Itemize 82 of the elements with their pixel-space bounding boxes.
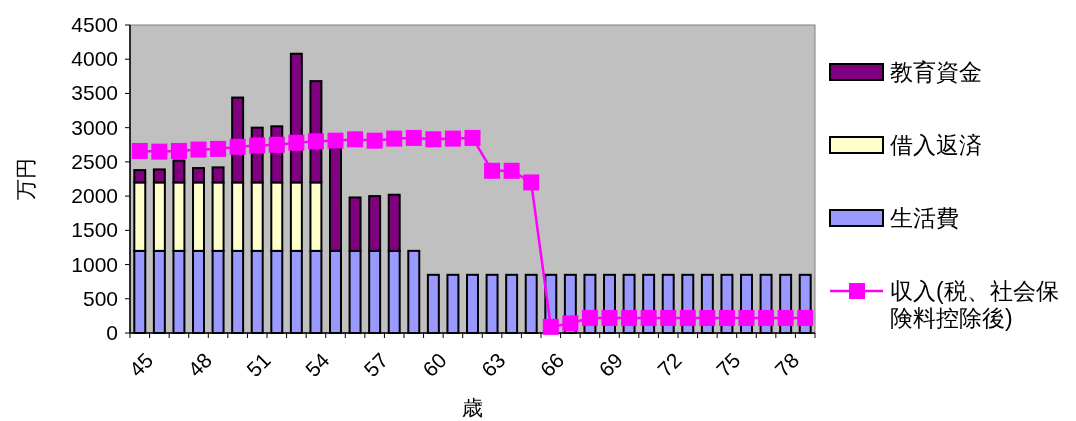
x-tick-label: 63 [476,348,510,382]
legend-label: 教育資金 [890,59,982,85]
point [699,309,716,326]
x-tick-label: 48 [183,348,217,382]
point [210,140,227,157]
point [405,129,422,146]
point [229,138,246,155]
x-tick-label: 66 [535,348,569,382]
bar [348,196,362,252]
bar [329,147,342,252]
x-tick-label: 72 [653,348,686,382]
bar [192,181,205,252]
legend-label: 生活費 [890,205,959,231]
point [366,132,383,149]
x-tick-label: 57 [359,348,393,382]
y-tick-label: 2500 [71,149,118,173]
x-tick-label: 75 [711,348,745,382]
point [797,309,814,326]
bar [231,181,245,252]
y-tick-label: 1500 [71,218,118,242]
point [562,315,579,332]
point [621,309,638,326]
point [738,309,755,326]
bar [211,181,225,252]
y-tick-label: 3500 [71,81,118,105]
x-tick-label: 51 [242,348,275,382]
point [307,133,324,150]
bar [250,181,264,252]
bar [152,168,166,184]
point [718,309,735,326]
point [581,309,598,326]
point [170,142,187,159]
x-tick-label: 60 [418,348,451,382]
point [484,162,501,179]
point [503,162,520,179]
y-tick-label: 4500 [71,13,118,36]
y-tick-label: 3000 [71,115,118,139]
bar [211,166,225,184]
legend-label: 借入返済 [890,132,982,158]
point [679,309,696,326]
bar [133,181,147,252]
point [249,137,266,154]
point [660,309,677,326]
point [464,129,481,146]
bar [289,181,303,252]
point [288,134,305,151]
bar [387,193,401,252]
point [640,309,657,326]
x-tick-label: 45 [124,348,158,382]
point [347,131,364,148]
point [777,309,794,326]
bar [172,159,186,184]
y-tick-label: 500 [82,286,118,310]
y-tick-label: 1000 [71,252,118,276]
bar [192,167,205,184]
bar [172,181,186,252]
y-tick-label: 4000 [71,47,118,71]
y-tick-label: 0 [106,321,118,344]
x-axis-title: 歳 [462,396,483,419]
point [758,309,775,326]
legend-label: 収入(税、社会保険料控除後) [890,278,1059,331]
point [542,318,559,335]
bar [309,181,323,252]
point [523,174,540,191]
point [386,130,403,147]
point [444,130,461,147]
point [190,141,207,158]
x-tick-label: 78 [770,348,804,382]
bar [152,181,166,252]
point [151,143,168,160]
y-axis-title: 万円 [14,158,37,200]
x-tick-label: 54 [300,348,334,382]
bar [133,169,147,184]
point [131,142,148,159]
bar [270,181,284,252]
point [425,131,442,148]
point [601,309,618,326]
y-tick-label: 2000 [71,184,118,208]
x-tick-label: 69 [594,348,628,382]
point [327,132,344,149]
point [268,136,285,153]
bar [368,195,382,252]
